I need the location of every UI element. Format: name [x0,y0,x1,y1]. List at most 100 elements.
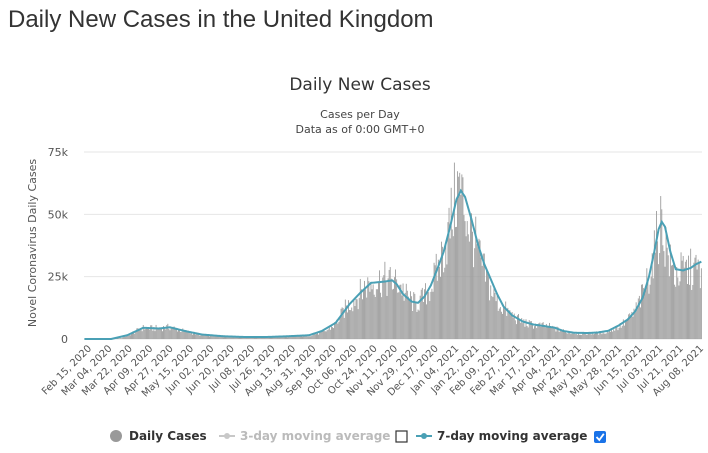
daily-case-bar [472,231,473,339]
daily-case-bar [416,311,418,339]
daily-case-bar [497,310,499,339]
daily-case-bar [564,330,565,339]
daily-case-bar [182,328,184,339]
daily-case-bar [589,333,591,339]
daily-case-bar [117,338,119,339]
daily-case-bar [419,295,421,339]
daily-case-bar [448,207,450,339]
daily-case-bar [397,292,399,339]
daily-case-bar [535,323,537,339]
legend-ma7-marker [421,433,427,439]
daily-case-bar [373,294,375,339]
daily-case-bar [493,287,495,339]
daily-case-bar [604,333,606,339]
daily-case-bar [398,292,400,339]
daily-case-bar [325,331,327,339]
daily-case-bar [524,326,526,339]
daily-case-bar [322,330,324,339]
daily-case-bar [309,336,311,339]
daily-case-bar [384,261,386,339]
daily-case-bar [334,322,336,339]
daily-case-bar [298,335,300,339]
daily-case-bar [552,325,554,339]
daily-case-bar [599,331,601,339]
daily-case-bar [636,307,638,339]
legend: Daily Cases 3-day moving average 7-day m… [110,429,606,443]
daily-case-bar [317,331,318,339]
daily-case-bar [529,321,531,339]
daily-case-bar [596,331,598,339]
daily-case-bar [455,227,456,339]
daily-case-bar [291,335,293,339]
daily-case-bar [456,226,457,339]
ma7-checkbox[interactable] [594,431,606,443]
daily-case-bar [194,331,195,339]
daily-case-bar [405,283,407,339]
daily-case-bar [688,255,689,339]
daily-case-bar [527,327,529,339]
legend-ma7[interactable]: 7-day moving average [416,429,587,443]
daily-case-bar [487,273,488,339]
daily-case-bar [411,296,413,339]
daily-case-bar [569,332,571,339]
daily-case-bar [227,336,229,339]
daily-case-bar [288,336,290,339]
daily-case-bar [649,284,651,339]
daily-case-bar [600,331,602,339]
daily-case-bar [545,323,547,339]
daily-case-bar [154,331,156,339]
daily-case-bar [543,325,545,339]
daily-case-bar [383,275,385,339]
daily-case-bar [620,327,622,339]
daily-case-bar [175,328,177,339]
daily-case-bar [491,295,493,339]
daily-case-bar [635,302,637,339]
daily-case-bar [483,253,485,339]
daily-case-bar [248,337,250,339]
daily-case-bar [382,277,384,339]
daily-case-bar [570,334,572,339]
daily-case-bar [205,334,207,339]
daily-case-bar [120,338,122,339]
daily-case-bar [329,329,331,339]
daily-case-bar [125,336,127,339]
daily-case-bar [318,334,320,339]
legend-daily-cases[interactable]: Daily Cases [110,429,207,443]
daily-case-bar [691,289,693,339]
daily-case-bar [505,301,507,339]
daily-case-bar [646,268,648,339]
daily-case-bar [587,333,589,339]
daily-case-bar [700,268,702,339]
daily-case-bar [201,333,203,339]
daily-case-bar [308,336,310,339]
daily-case-bar [450,187,452,339]
daily-case-bar [466,221,468,339]
daily-case-bar [293,335,295,339]
ma3-checkbox[interactable] [395,430,408,443]
daily-case-bar [185,330,187,339]
daily-case-bar [590,334,592,339]
daily-case-bar [502,313,503,339]
daily-case-bar [563,329,564,339]
daily-case-bar [540,326,542,339]
daily-case-bar [216,335,218,339]
daily-case-bar [643,288,645,339]
daily-case-bar [208,334,209,339]
daily-case-bar [534,326,535,339]
daily-case-bar [357,309,359,339]
daily-case-bar [477,243,479,339]
daily-case-bar [275,336,277,339]
daily-case-bar [126,334,128,339]
daily-case-bar [352,311,354,339]
daily-case-bar [364,280,365,339]
daily-case-bar [458,176,460,339]
daily-case-bar [323,330,325,339]
y-tick-label: 75k [48,146,69,159]
daily-case-bar [274,337,276,339]
legend-ma3[interactable]: 3-day moving average [219,429,390,443]
daily-case-bar [537,324,539,339]
daily-case-bar [289,336,291,339]
daily-case-bar [451,229,453,339]
daily-case-bar [608,330,610,339]
daily-case-bar [133,331,135,339]
